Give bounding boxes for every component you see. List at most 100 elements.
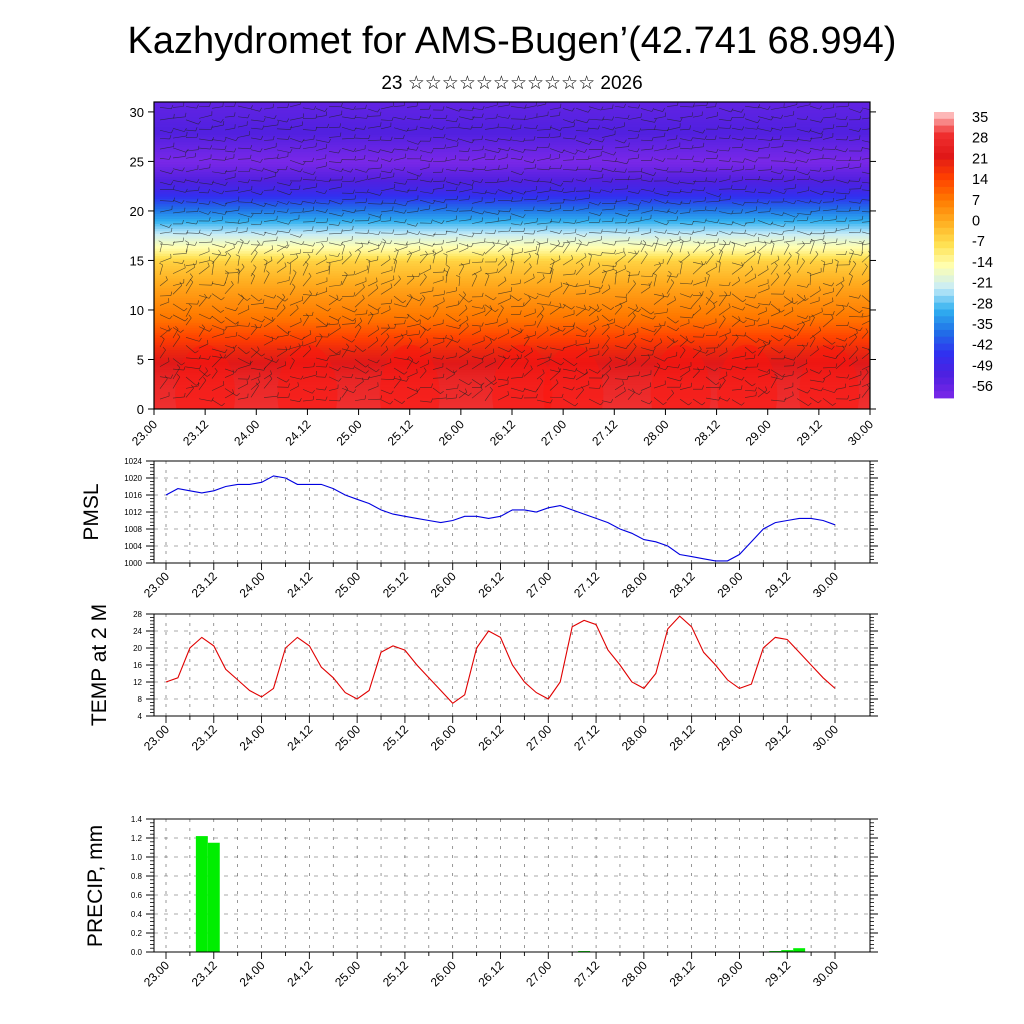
- wind-barb: [393, 367, 405, 375]
- wind-barb: [744, 296, 755, 299]
- wind-barb-flag: [574, 403, 579, 407]
- wind-barb-flag: [182, 102, 185, 107]
- wind-barb: [653, 265, 662, 274]
- wind-barb: [484, 275, 490, 287]
- wind-barb: [471, 180, 481, 183]
- wind-barb: [744, 149, 758, 153]
- wind-barb: [861, 295, 870, 303]
- wind-barb-flag: [653, 172, 657, 176]
- wind-barb-flag: [742, 136, 746, 141]
- wind-barb-flag: [379, 213, 382, 218]
- wind-barb-flag: [834, 145, 837, 150]
- temperature-band: [154, 106, 870, 111]
- wind-barb: [302, 146, 316, 149]
- wind-barb-flag: [162, 346, 166, 351]
- wind-barb: [224, 127, 235, 131]
- wind-barb-flag: [612, 116, 615, 121]
- wind-barb: [393, 303, 406, 308]
- wind-barb-flag: [485, 272, 490, 276]
- wind-barb-flag: [654, 125, 656, 130]
- y-tick-label: 1004: [124, 542, 142, 551]
- wind-barb: [367, 191, 380, 196]
- wind-barb: [731, 399, 742, 406]
- wind-barb-flag: [679, 238, 684, 242]
- wind-barb: [341, 376, 352, 379]
- wind-barb: [848, 188, 861, 190]
- wind-barb: [419, 253, 434, 256]
- wind-barb: [653, 136, 665, 138]
- wind-barb-flag: [288, 383, 290, 388]
- y-tick-label: 0: [137, 402, 144, 417]
- y-tick-label: 1.4: [131, 815, 143, 824]
- temperature-band: [154, 317, 870, 321]
- colorbar-label: -7: [972, 234, 985, 250]
- wind-barb-flag: [873, 306, 875, 310]
- wind-barb: [445, 219, 457, 223]
- wind-barb: [172, 147, 187, 153]
- colorbar-label: -21: [972, 276, 993, 292]
- wind-barb: [172, 285, 183, 295]
- wind-barb: [744, 389, 756, 392]
- wind-barb-flag: [571, 386, 575, 391]
- wind-barb-flag: [650, 178, 654, 182]
- wind-barb-flag: [688, 366, 691, 371]
- wind-barb-flag: [237, 219, 240, 224]
- wind-barb-flag: [339, 297, 343, 301]
- wind-barb-flag: [608, 284, 611, 289]
- wind-barb: [471, 389, 483, 399]
- wind-barb: [731, 365, 746, 371]
- wind-barb: [211, 348, 226, 353]
- wind-barb-flag: [625, 218, 627, 223]
- wind-barb-flag: [796, 137, 799, 142]
- wind-barb: [419, 268, 432, 275]
- wind-barb-flag: [651, 156, 653, 161]
- wind-barb-flag: [691, 221, 694, 225]
- wind-barb-flag: [423, 273, 427, 278]
- wind-barb: [354, 116, 367, 119]
- wind-barb-flag: [273, 294, 277, 299]
- temperature-band: [154, 319, 870, 323]
- wind-barb: [835, 261, 839, 273]
- wind-barb: [640, 199, 650, 203]
- wind-barb-flag: [481, 113, 484, 118]
- wind-barb: [406, 333, 420, 336]
- wind-barb: [224, 350, 235, 359]
- wind-barb-flag: [656, 362, 661, 366]
- wind-barb-flag: [703, 239, 706, 244]
- wind-barb-flag: [281, 253, 285, 258]
- wind-barb: [497, 148, 509, 152]
- wind-barb: [276, 295, 286, 302]
- wind-barb-flag: [766, 391, 771, 395]
- wind-barb: [172, 211, 185, 214]
- wind-barb-flag: [771, 136, 774, 141]
- wind-barb: [835, 360, 846, 370]
- wind-barb-flag: [535, 124, 538, 129]
- wind-barb: [328, 168, 342, 172]
- wind-barb: [380, 327, 390, 336]
- wind-barb: [380, 399, 391, 405]
- wind-barb: [770, 326, 783, 330]
- wind-barb-flag: [224, 137, 227, 142]
- wind-barb: [315, 291, 327, 296]
- wind-barb-flag: [536, 195, 538, 200]
- temperature-band: [154, 136, 870, 140]
- wind-barb-flag: [663, 401, 667, 405]
- wind-barb: [575, 179, 586, 182]
- wind-barb-flag: [301, 241, 305, 245]
- wind-barb-flag: [507, 147, 511, 151]
- wind-barb: [302, 264, 309, 276]
- wind-barb-flag: [614, 241, 617, 246]
- wind-barb: [679, 212, 690, 214]
- wind-barb: [445, 397, 457, 400]
- temperature-band: [154, 238, 870, 242]
- wind-barb-flag: [598, 308, 602, 313]
- wind-barb-flag: [835, 228, 837, 233]
- wind-barb-flag: [182, 219, 184, 225]
- wind-barb: [809, 148, 822, 151]
- wind-barb-flag: [559, 229, 562, 234]
- wind-barb: [705, 192, 720, 198]
- wind-barb: [406, 313, 418, 323]
- wind-barb: [289, 385, 299, 391]
- wind-barb-flag: [767, 232, 771, 237]
- wind-barb-flag: [392, 206, 394, 211]
